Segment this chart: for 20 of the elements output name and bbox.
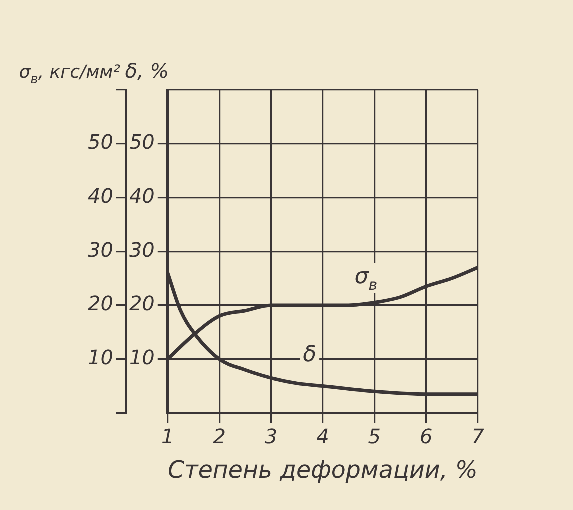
y-tick-label: 10 <box>88 346 114 370</box>
series-label: δ <box>303 342 317 368</box>
x-tick-label: 5 <box>368 424 381 448</box>
x-tick-label: 7 <box>472 424 485 448</box>
x-tick-label: 1 <box>162 424 174 448</box>
x-tick-label: 3 <box>264 424 278 448</box>
y2-axis-title: δ, % <box>125 59 170 83</box>
x-tick-label: 4 <box>316 424 330 448</box>
y-tick-label: 40 <box>88 184 114 208</box>
y2-tick-label: 10 <box>129 346 155 370</box>
x-tick-label: 2 <box>213 424 226 448</box>
y2-tick-label: 40 <box>129 184 155 208</box>
y2-tick-label: 30 <box>129 238 155 262</box>
y2-tick-label: 20 <box>129 292 155 316</box>
x-axis-title: Степень деформации, % <box>168 456 478 484</box>
x-tick-label: 6 <box>420 424 433 448</box>
y2-tick-label: 50 <box>129 130 155 154</box>
y-tick-label: 50 <box>88 130 114 154</box>
y-tick-label: 30 <box>88 238 114 262</box>
y-tick-label: 20 <box>88 292 114 316</box>
